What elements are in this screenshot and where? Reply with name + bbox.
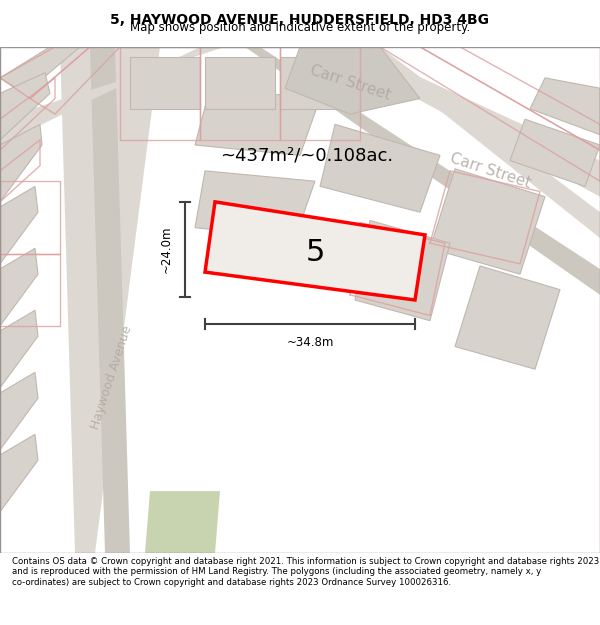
Polygon shape (510, 119, 600, 186)
Polygon shape (0, 248, 38, 326)
Polygon shape (130, 58, 200, 109)
Polygon shape (0, 434, 38, 512)
Text: 5: 5 (305, 238, 325, 267)
Text: ~24.0m: ~24.0m (160, 226, 173, 273)
Polygon shape (430, 169, 545, 274)
Polygon shape (530, 78, 600, 135)
Text: Carr Street: Carr Street (448, 151, 532, 191)
Text: Contains OS data © Crown copyright and database right 2021. This information is : Contains OS data © Crown copyright and d… (12, 557, 599, 586)
Polygon shape (80, 47, 600, 238)
Text: ~34.8m: ~34.8m (286, 336, 334, 349)
Text: 5, HAYWOOD AVENUE, HUDDERSFIELD, HD3 4BG: 5, HAYWOOD AVENUE, HUDDERSFIELD, HD3 4BG (110, 13, 490, 27)
Polygon shape (90, 47, 130, 553)
Polygon shape (0, 311, 38, 388)
Polygon shape (455, 266, 560, 369)
Polygon shape (320, 124, 440, 212)
Polygon shape (195, 171, 315, 238)
Polygon shape (285, 47, 420, 114)
Text: Haywood Avenue: Haywood Avenue (89, 324, 135, 431)
Polygon shape (245, 47, 600, 295)
Polygon shape (0, 372, 38, 450)
Polygon shape (195, 88, 320, 156)
Polygon shape (320, 47, 600, 197)
Text: Carr Street: Carr Street (308, 63, 392, 103)
Polygon shape (0, 47, 225, 145)
Text: Map shows position and indicative extent of the property.: Map shows position and indicative extent… (130, 21, 470, 34)
Text: ~437m²/~0.108ac.: ~437m²/~0.108ac. (220, 146, 393, 164)
Polygon shape (280, 58, 350, 109)
Polygon shape (0, 72, 50, 140)
Polygon shape (355, 221, 450, 321)
Polygon shape (60, 47, 160, 553)
Polygon shape (145, 491, 220, 553)
Polygon shape (205, 202, 425, 300)
Polygon shape (205, 58, 275, 109)
Polygon shape (0, 47, 80, 93)
Polygon shape (0, 124, 42, 202)
Polygon shape (0, 186, 38, 264)
